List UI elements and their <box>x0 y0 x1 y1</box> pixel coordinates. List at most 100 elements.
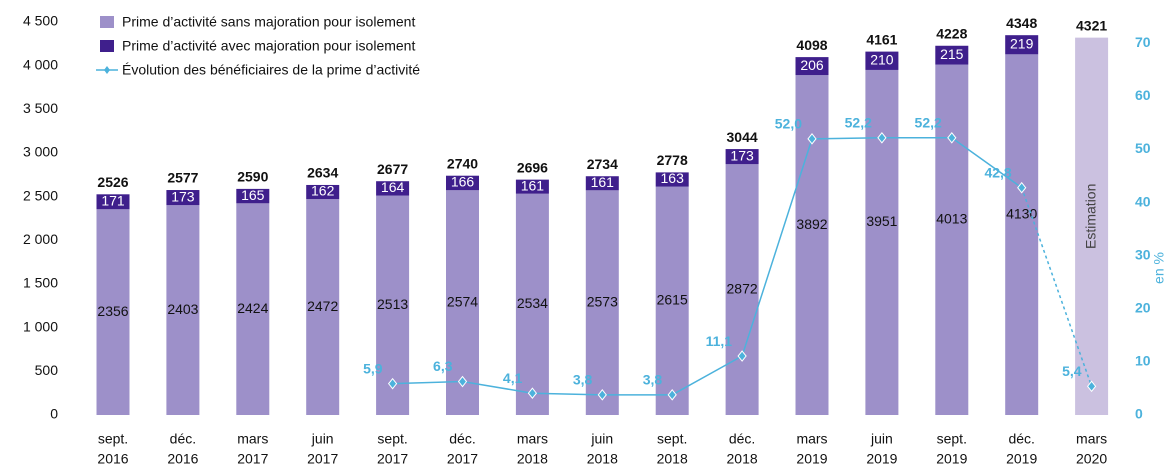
y2-tick-label: 20 <box>1135 299 1151 315</box>
line <box>392 137 1023 396</box>
y2-tick-label: 40 <box>1135 193 1151 209</box>
x-tick-label: 2017 <box>307 451 338 467</box>
bar-value-label: 4130 <box>1006 205 1037 221</box>
bar-value-label: 165 <box>241 187 265 203</box>
line-marker <box>387 377 398 390</box>
y2-tick-label: 10 <box>1135 353 1151 369</box>
x-tick-label: 2019 <box>1006 451 1037 467</box>
x-tick-label: mars <box>237 431 268 447</box>
y-tick-label: 500 <box>35 362 59 378</box>
bar-value-label: 2403 <box>167 301 198 317</box>
total-label: 4161 <box>866 31 897 47</box>
bar-value-label: 210 <box>870 51 894 67</box>
bar-value-label: 215 <box>940 46 964 62</box>
legend-label: Prime d’activité avec majoration pour is… <box>122 38 415 54</box>
bar-value-label: 171 <box>101 192 125 208</box>
x-tick-label: sept. <box>657 431 687 447</box>
bar-value-label: 2534 <box>517 295 548 311</box>
x-tick-label: sept. <box>377 431 407 447</box>
x-tick-label: mars <box>517 431 548 447</box>
line-marker <box>877 131 887 144</box>
bar-value-label: 2513 <box>377 296 408 312</box>
line-value-label: 11,1 <box>706 333 733 349</box>
bar-segment <box>725 164 759 415</box>
x-tick-label: sept. <box>98 431 128 447</box>
line-value-label: 52,2 <box>915 114 942 130</box>
bar-value-label: 166 <box>451 174 475 190</box>
line-marker <box>947 131 957 144</box>
x-tick-label: 2018 <box>517 451 548 467</box>
line-value-label: 4,1 <box>503 370 523 386</box>
total-label: 2778 <box>657 152 688 168</box>
x-tick-label: 2019 <box>866 451 897 467</box>
line-value-label: 5,4 <box>1062 363 1082 379</box>
bar-segment <box>236 203 270 415</box>
bar-segment <box>795 75 829 415</box>
bar-segment <box>655 172 689 187</box>
total-label: 2696 <box>517 159 548 175</box>
bar-segment <box>515 179 549 194</box>
bar-value-label: 2573 <box>587 293 618 309</box>
line-segment-estimate <box>1020 187 1093 387</box>
bar-value-label: 206 <box>800 57 824 73</box>
estimate-label: Estimation <box>1082 184 1098 249</box>
y-tick-label: 1 500 <box>23 275 58 291</box>
line-marker <box>597 389 607 401</box>
y-tick-label: 3 000 <box>23 144 58 160</box>
y-tick-label: 3 500 <box>23 100 58 116</box>
x-tick-label: mars <box>1076 431 1107 447</box>
x-tick-label: déc. <box>1008 431 1034 447</box>
bar-segment <box>585 176 619 191</box>
legend-swatch <box>100 40 114 52</box>
line-value-label: 6,3 <box>433 358 453 374</box>
x-tick-label: 2017 <box>447 451 478 467</box>
x-tick-label: déc. <box>729 431 755 447</box>
x-tick-label: sept. <box>937 431 967 447</box>
x-tick-label: 2017 <box>237 451 268 467</box>
legend-label: Évolution des bénéficiaires de la prime … <box>122 62 420 78</box>
x-tick-label: 2016 <box>167 451 198 467</box>
bar-value-label: 3951 <box>866 213 897 229</box>
bar-segment <box>585 190 619 415</box>
bar-segment <box>725 149 759 165</box>
total-label: 2740 <box>447 155 478 171</box>
bar-segment <box>795 57 829 76</box>
y-tick-label: 1 000 <box>23 318 58 334</box>
x-tick-label: juin <box>311 431 334 447</box>
y-tick-label: 4 000 <box>23 56 58 72</box>
bar-value-label: 2424 <box>237 300 268 316</box>
bar-value-label: 3892 <box>796 216 827 232</box>
y-tick-label: 0 <box>50 406 58 422</box>
bar-segment <box>306 199 340 415</box>
total-label: 2526 <box>97 174 128 190</box>
bar-segment <box>306 184 340 200</box>
bar-segment <box>515 193 549 415</box>
bar-segment <box>1005 35 1039 55</box>
bar-segment <box>865 69 899 416</box>
x-tick-label: déc. <box>449 431 475 447</box>
x-tick-label: 2019 <box>936 451 967 467</box>
bar-segment <box>96 194 130 210</box>
bar-value-label: 2872 <box>727 280 758 296</box>
total-label: 2634 <box>307 165 338 181</box>
legend-label: Prime d’activité sans majoration pour is… <box>122 14 415 30</box>
bar-value-label: 161 <box>521 177 545 193</box>
line-marker <box>457 375 468 388</box>
total-label: 2590 <box>237 169 268 185</box>
y2-tick-label: 60 <box>1135 87 1151 103</box>
bar-value-label: 173 <box>730 147 754 163</box>
x-tick-label: 2020 <box>1076 451 1107 467</box>
x-tick-label: mars <box>796 431 827 447</box>
y2-tick-label: 0 <box>1135 406 1143 422</box>
y-tick-label: 2 500 <box>23 187 58 203</box>
line-marker <box>1086 380 1097 393</box>
line-marker <box>1017 181 1027 194</box>
total-label: 4228 <box>936 25 967 41</box>
x-tick-label: 2019 <box>796 451 827 467</box>
bar-value-label: 161 <box>591 174 615 190</box>
estimate-bar <box>1075 37 1109 416</box>
bar-value-label: 164 <box>381 179 405 195</box>
bar-segment <box>166 190 200 206</box>
bar-value-label: 2472 <box>307 298 338 314</box>
